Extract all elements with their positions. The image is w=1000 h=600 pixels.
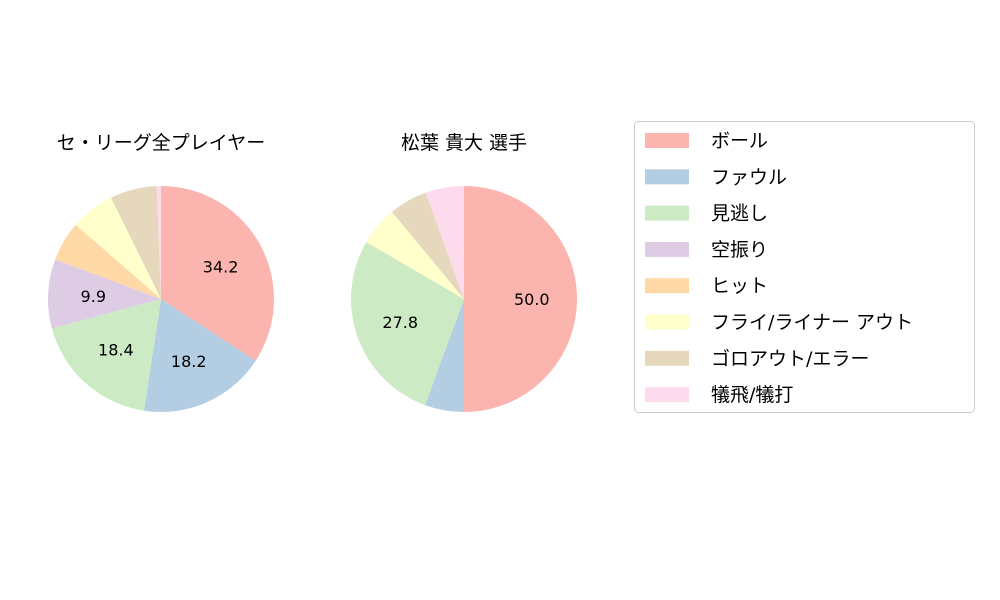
- pie-slice-5: [75, 197, 161, 299]
- pie-slice-0: [161, 186, 274, 361]
- pie-slice-2: [51, 299, 161, 411]
- legend-swatch: [645, 314, 689, 330]
- pie-slice-1: [425, 299, 464, 412]
- legend-swatch: [645, 350, 689, 366]
- pie-slice-4: [55, 224, 162, 299]
- slice-label: 50.0: [514, 290, 550, 309]
- legend-label: ファウル: [711, 166, 787, 188]
- legend-label: 見逃し: [711, 203, 768, 225]
- slice-label: 18.2: [171, 352, 207, 371]
- legend-box: [634, 121, 975, 413]
- slice-label: 34.2: [203, 258, 239, 277]
- legend-swatch: [645, 133, 689, 148]
- pie-slice-3: [47, 259, 161, 329]
- legend-swatch: [645, 278, 689, 294]
- pie-slice-7: [156, 186, 161, 299]
- pie-title: 松葉 貴大 選手: [401, 132, 527, 154]
- legend-label: ゴロアウト/エラー: [711, 348, 869, 370]
- pie-slice-6: [391, 192, 464, 299]
- pie-title: セ・リーグ全プレイヤー: [57, 132, 265, 154]
- legend-label: ヒット: [711, 275, 768, 297]
- pie-slice-5: [366, 211, 464, 299]
- pie-slice-0: [464, 186, 577, 412]
- slice-label: 18.4: [98, 341, 134, 360]
- legend-label: フライ/ライナー アウト: [711, 312, 913, 334]
- legend-label: 犠飛/犠打: [711, 384, 793, 406]
- legend-swatch: [645, 241, 689, 257]
- legend-swatch: [645, 387, 689, 403]
- legend-label: 空振り: [711, 239, 768, 261]
- slice-label: 9.9: [81, 287, 106, 306]
- pie-slice-1: [144, 299, 256, 413]
- slice-label: 27.8: [382, 313, 418, 332]
- pie-slice-6: [110, 186, 161, 299]
- legend-swatch: [645, 169, 689, 185]
- legend-label: ボール: [711, 130, 768, 152]
- legend-swatch: [645, 205, 689, 221]
- pie-slice-2: [351, 242, 464, 406]
- pie-slice-7: [425, 186, 464, 299]
